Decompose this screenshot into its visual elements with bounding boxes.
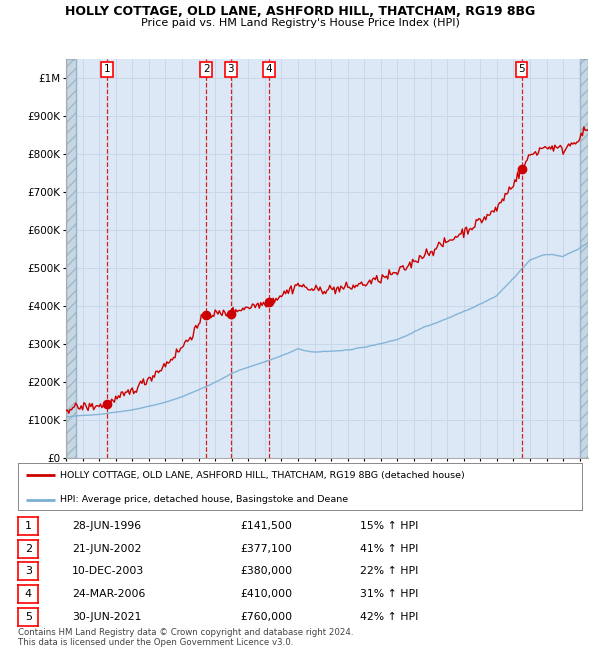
Text: Contains HM Land Registry data © Crown copyright and database right 2024.: Contains HM Land Registry data © Crown c… — [18, 628, 353, 637]
Text: 4: 4 — [25, 589, 32, 599]
Text: 42% ↑ HPI: 42% ↑ HPI — [360, 612, 418, 622]
Text: 3: 3 — [227, 64, 234, 75]
Text: £377,100: £377,100 — [240, 543, 292, 554]
Text: 15% ↑ HPI: 15% ↑ HPI — [360, 521, 418, 531]
Text: 10-DEC-2003: 10-DEC-2003 — [72, 566, 144, 577]
Text: 2: 2 — [25, 543, 32, 554]
Text: 1: 1 — [25, 521, 32, 531]
Text: 41% ↑ HPI: 41% ↑ HPI — [360, 543, 418, 554]
Text: 31% ↑ HPI: 31% ↑ HPI — [360, 589, 418, 599]
Text: This data is licensed under the Open Government Licence v3.0.: This data is licensed under the Open Gov… — [18, 638, 293, 647]
Text: HOLLY COTTAGE, OLD LANE, ASHFORD HILL, THATCHAM, RG19 8BG (detached house): HOLLY COTTAGE, OLD LANE, ASHFORD HILL, T… — [60, 471, 465, 480]
Bar — [66, 58, 76, 458]
Bar — [580, 58, 588, 458]
Text: 28-JUN-1996: 28-JUN-1996 — [72, 521, 141, 531]
Text: 5: 5 — [25, 612, 32, 622]
Bar — [580, 58, 588, 458]
Text: £760,000: £760,000 — [240, 612, 292, 622]
Text: £410,000: £410,000 — [240, 589, 292, 599]
Text: 5: 5 — [518, 64, 525, 75]
Text: 21-JUN-2002: 21-JUN-2002 — [72, 543, 142, 554]
Text: 24-MAR-2006: 24-MAR-2006 — [72, 589, 145, 599]
Text: HOLLY COTTAGE, OLD LANE, ASHFORD HILL, THATCHAM, RG19 8BG: HOLLY COTTAGE, OLD LANE, ASHFORD HILL, T… — [65, 5, 535, 18]
Text: 22% ↑ HPI: 22% ↑ HPI — [360, 566, 418, 577]
Text: £380,000: £380,000 — [240, 566, 292, 577]
Text: Price paid vs. HM Land Registry's House Price Index (HPI): Price paid vs. HM Land Registry's House … — [140, 18, 460, 28]
Text: 2: 2 — [203, 64, 209, 75]
Text: 1: 1 — [104, 64, 110, 75]
Bar — [66, 58, 76, 458]
Text: £141,500: £141,500 — [240, 521, 292, 531]
Text: 3: 3 — [25, 566, 32, 577]
Text: 4: 4 — [265, 64, 272, 75]
Text: HPI: Average price, detached house, Basingstoke and Deane: HPI: Average price, detached house, Basi… — [60, 495, 349, 504]
Text: 30-JUN-2021: 30-JUN-2021 — [72, 612, 142, 622]
